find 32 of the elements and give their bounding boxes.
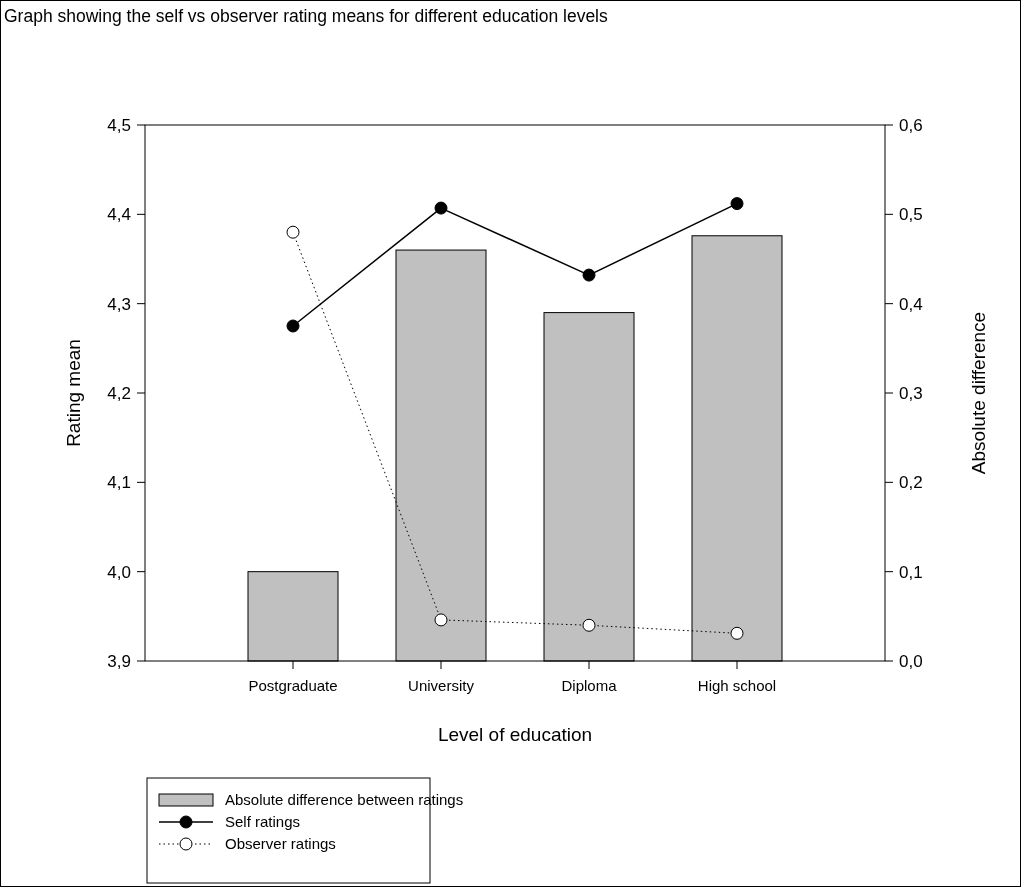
x-tick-label: High school [697, 677, 777, 694]
x-tick-label: Postgraduate [248, 677, 338, 694]
legend-label: Observer ratings [225, 835, 336, 853]
point [730, 626, 744, 640]
y-tick-label: 4,1 [107, 473, 131, 493]
x-axis-title: Level of education [437, 724, 593, 745]
legend-label: Self ratings [225, 813, 301, 831]
point [434, 613, 448, 627]
point [434, 201, 448, 215]
y2-axis-title: Absolute difference [968, 311, 989, 475]
y2-tick-label: 0,2 [899, 473, 923, 493]
y-tick-label: 4,4 [107, 205, 131, 225]
y2-tick-label: 0,3 [899, 383, 923, 403]
y2-tick-label: 0,5 [899, 205, 923, 225]
x-tick-label: Diploma [561, 677, 618, 694]
y2-tick-label: 0,1 [899, 562, 923, 582]
y2-tick-label: 0,6 [899, 115, 923, 135]
point [582, 268, 596, 282]
legend-label: Absolute difference between ratings [225, 791, 464, 809]
y-tick-label: 4,2 [107, 383, 131, 403]
point [286, 319, 300, 333]
y2-tick-label: 0,0 [899, 651, 923, 671]
point [582, 618, 596, 632]
x-tick-label: University [408, 677, 475, 694]
y-axis-title: Rating mean [63, 339, 84, 447]
chart-title: Graph showing the self vs observer rating means for different education levels [4, 6, 608, 26]
point [730, 197, 744, 211]
y-tick-label: 4,0 [107, 562, 131, 582]
y-tick-label: 4,5 [107, 115, 131, 135]
y2-tick-label: 0,4 [899, 294, 923, 314]
y-tick-label: 4,3 [107, 294, 131, 314]
y-tick-label: 3,9 [107, 651, 131, 671]
